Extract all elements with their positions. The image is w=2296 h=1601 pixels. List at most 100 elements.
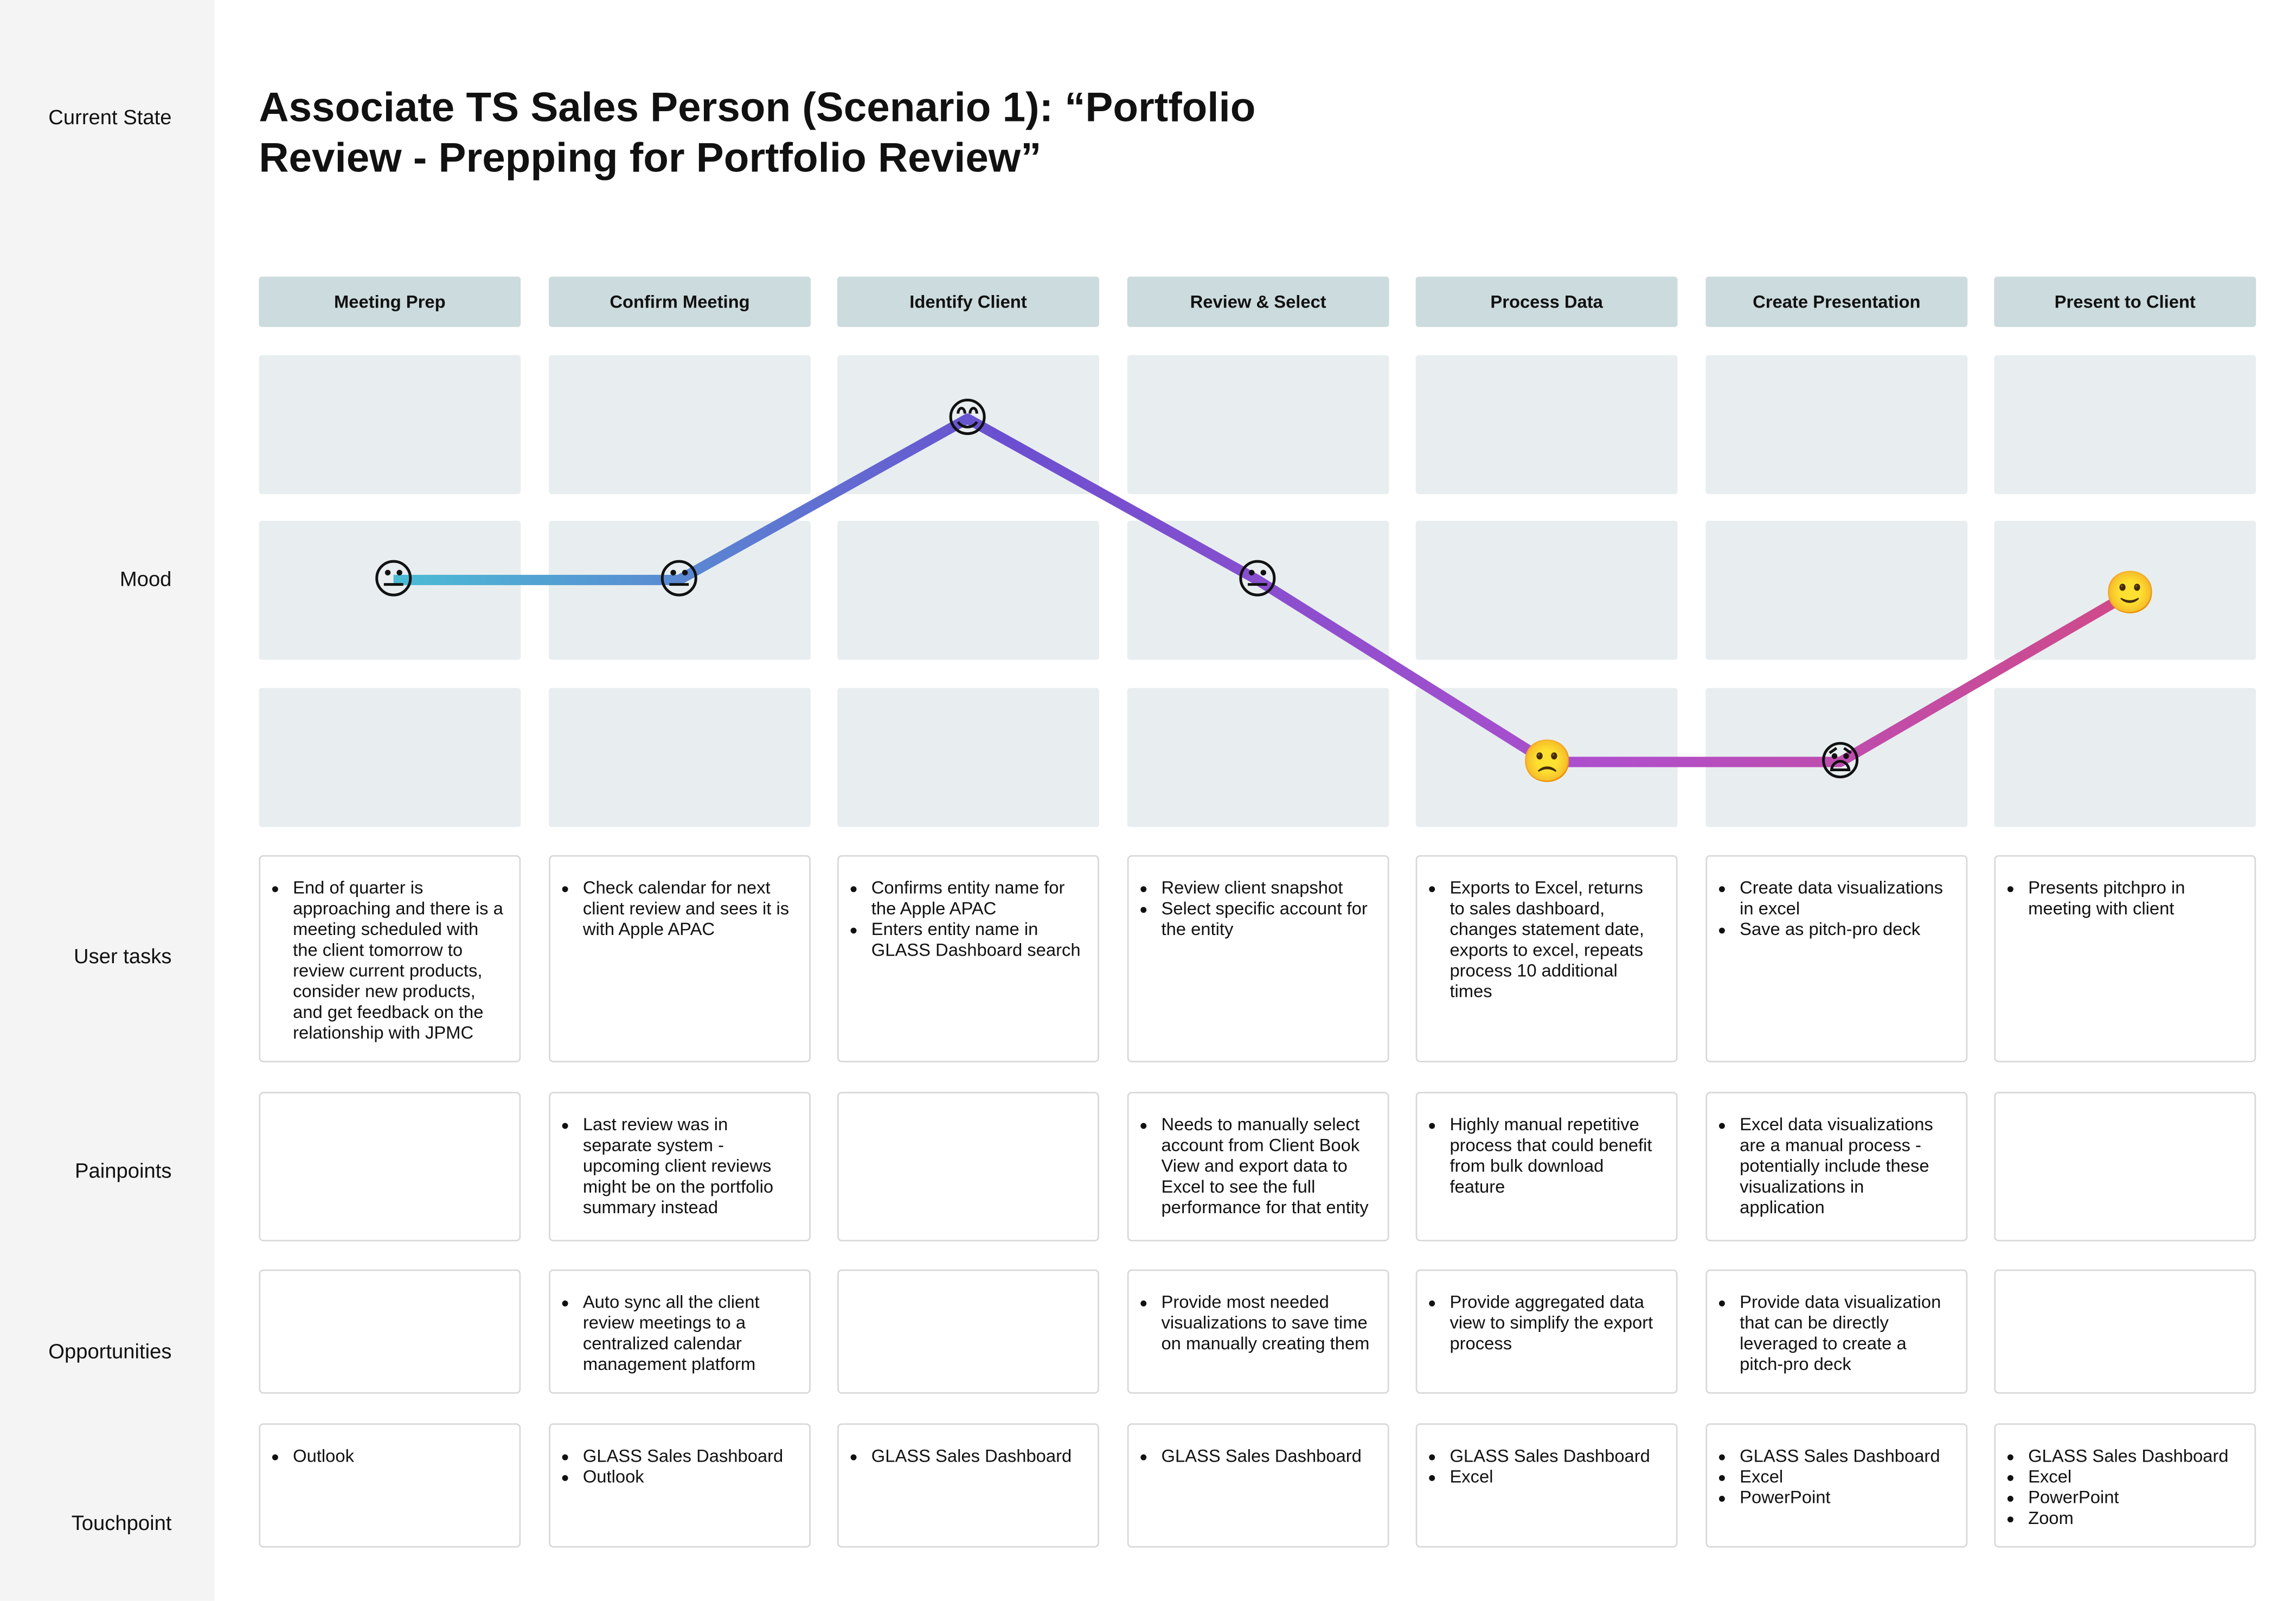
- bullet: Auto sync all the client review meetings…: [583, 1292, 794, 1375]
- mood-cell: [1415, 521, 1678, 660]
- mood-cell: [259, 521, 521, 660]
- touchpoints-box: Outlook: [259, 1423, 521, 1548]
- bullet-list: Provide data visualization that can be d…: [1707, 1292, 1951, 1375]
- bullet-list: GLASS Sales Dashboard: [839, 1445, 1083, 1466]
- bullet: PowerPoint: [1740, 1487, 1951, 1508]
- stage-header: Process Data: [1415, 277, 1678, 327]
- mood-emoji: 😐: [657, 555, 701, 604]
- bullet: Enters entity name in GLASS Dashboard se…: [871, 919, 1083, 960]
- stage-header: Present to Client: [1994, 277, 2256, 327]
- tasks-box: Confirms entity name for the Apple APACE…: [837, 855, 1099, 1062]
- row-label: User tasks: [74, 944, 172, 968]
- bullet-list: Provide aggregated data view to simplify…: [1417, 1292, 1661, 1354]
- tasks-box: Create data visualizations in excelSave …: [1705, 855, 1968, 1062]
- tasks-box: End of quarter is approaching and there …: [259, 855, 521, 1062]
- bullet: Excel: [2028, 1466, 2240, 1487]
- mood-cell: [1127, 688, 1389, 827]
- tasks-box: Presents pitchpro in meeting with client: [1994, 855, 2256, 1062]
- touchpoints-box: GLASS Sales Dashboard: [1127, 1423, 1389, 1548]
- bullet: Excel data visualizations are a manual p…: [1740, 1114, 1951, 1218]
- mood-emoji: 🙁: [1521, 737, 1574, 786]
- bullet: Confirms entity name for the Apple APAC: [871, 878, 1083, 919]
- row-label: Touchpoint: [71, 1510, 172, 1534]
- opportunities-box: Auto sync all the client review meetings…: [549, 1269, 811, 1394]
- bullet: GLASS Sales Dashboard: [1450, 1445, 1661, 1466]
- mood-cell: [837, 521, 1099, 660]
- row-label: Current State: [48, 105, 172, 129]
- row-label: Opportunities: [48, 1339, 172, 1363]
- bullet: Provide data visualization that can be d…: [1740, 1292, 1951, 1375]
- bullet-list: GLASS Sales DashboardOutlook: [550, 1445, 794, 1487]
- bullet-list: Needs to manually select account from Cl…: [1128, 1114, 1373, 1218]
- bullet: Excel: [1450, 1466, 1661, 1487]
- mood-cell: [549, 355, 811, 495]
- stage-header: Review & Select: [1127, 277, 1389, 327]
- bullet: Provide aggregated data view to simplify…: [1450, 1292, 1661, 1354]
- bullet-list: GLASS Sales DashboardExcelPowerPoint: [1707, 1445, 1951, 1508]
- bullet-list: GLASS Sales DashboardExcel: [1417, 1445, 1661, 1487]
- bullet: Excel: [1740, 1466, 1951, 1487]
- touchpoints-box: GLASS Sales DashboardOutlook: [549, 1423, 811, 1548]
- mood-cell: [259, 688, 521, 827]
- title: Associate TS Sales Person (Scenario 1): …: [259, 84, 1256, 181]
- touchpoints-box: GLASS Sales DashboardExcel: [1415, 1423, 1678, 1548]
- bullet: Outlook: [583, 1466, 794, 1487]
- opportunities-box: Provide aggregated data view to simplify…: [1415, 1269, 1678, 1394]
- bullet-list: End of quarter is approaching and there …: [260, 878, 504, 1043]
- bullet-list: Last review was in separate system - upc…: [550, 1114, 794, 1218]
- mood-path: [393, 413, 2133, 767]
- tasks-box: Review client snapshotSelect specific ac…: [1127, 855, 1389, 1062]
- bullet: Provide most needed visualizations to sa…: [1161, 1292, 1373, 1354]
- bullet: Save as pitch-pro deck: [1740, 919, 1951, 939]
- touchpoints-box: GLASS Sales DashboardExcelPowerPointZoom: [1994, 1423, 2256, 1548]
- opportunities-box: Provide most needed visualizations to sa…: [1127, 1269, 1389, 1394]
- mood-cell: [259, 355, 521, 495]
- bullet: GLASS Sales Dashboard: [2028, 1445, 2240, 1466]
- touchpoints-box: GLASS Sales Dashboard: [837, 1423, 1099, 1548]
- painpoints-box: [1994, 1092, 2256, 1241]
- painpoints-box: Excel data visualizations are a manual p…: [1705, 1092, 1968, 1241]
- opportunities-box: [837, 1269, 1099, 1394]
- bullet-list: Auto sync all the client review meetings…: [550, 1292, 794, 1375]
- mood-cell: [549, 521, 811, 660]
- painpoints-box: Last review was in separate system - upc…: [549, 1092, 811, 1241]
- sidebar: [0, 0, 215, 1601]
- bullet-list: GLASS Sales Dashboard: [1128, 1445, 1373, 1466]
- mood-emoji: 😧: [1818, 737, 1862, 786]
- bullet-list: Provide most needed visualizations to sa…: [1128, 1292, 1373, 1354]
- opportunities-box: Provide data visualization that can be d…: [1705, 1269, 1968, 1394]
- bullet-list: Check calendar for next client review an…: [550, 878, 794, 940]
- bullet: End of quarter is approaching and there …: [293, 878, 504, 1043]
- mood-emoji: 😊: [946, 393, 989, 443]
- mood-cell: [1705, 355, 1968, 495]
- stage-header: Create Presentation: [1705, 277, 1968, 327]
- opportunities-box: [1994, 1269, 2256, 1394]
- bullet-list: Highly manual repetitive process that co…: [1417, 1114, 1661, 1197]
- opportunities-box: [259, 1269, 521, 1394]
- bullet: Create data visualizations in excel: [1740, 878, 1951, 919]
- mood-emoji: 🙂: [2104, 568, 2156, 617]
- bullet-list: Create data visualizations in excelSave …: [1707, 878, 1951, 940]
- bullet: Zoom: [2028, 1508, 2240, 1528]
- bullet: Presents pitchpro in meeting with client: [2028, 878, 2240, 919]
- bullet-list: Outlook: [260, 1445, 504, 1466]
- bullet: GLASS Sales Dashboard: [583, 1445, 794, 1466]
- painpoints-box: Highly manual repetitive process that co…: [1415, 1092, 1678, 1241]
- bullet: Select specific account for the entity: [1161, 898, 1373, 939]
- mood-cell: [1127, 355, 1389, 495]
- bullet-list: Exports to Excel, returns to sales dashb…: [1417, 878, 1661, 1002]
- bullet: Review client snapshot: [1161, 878, 1373, 898]
- stage-header: Meeting Prep: [259, 277, 521, 327]
- mood-emoji: 😐: [1235, 555, 1279, 604]
- bullet-list: Excel data visualizations are a manual p…: [1707, 1114, 1951, 1218]
- touchpoints-box: GLASS Sales DashboardExcelPowerPoint: [1705, 1423, 1968, 1548]
- bullet: PowerPoint: [2028, 1487, 2240, 1508]
- bullet: Highly manual repetitive process that co…: [1450, 1114, 1661, 1197]
- painpoints-box: [837, 1092, 1099, 1241]
- mood-cell: [1994, 688, 2256, 827]
- mood-cell: [549, 688, 811, 827]
- bullet-list: Review client snapshotSelect specific ac…: [1128, 878, 1373, 940]
